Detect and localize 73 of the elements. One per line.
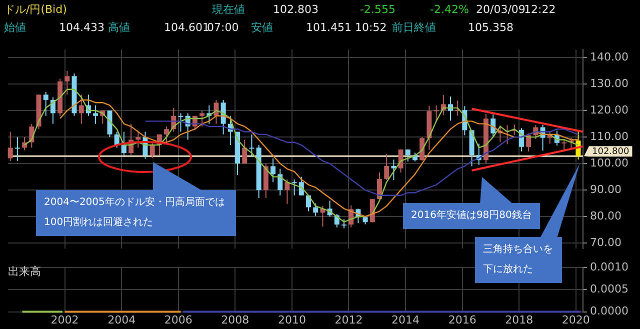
chart-title: ドル/円(Bid) xyxy=(4,3,67,17)
candlestick xyxy=(8,131,13,162)
text: 105.358 xyxy=(468,21,514,35)
text: -2.555 xyxy=(360,3,396,17)
x-tick-label: 2020 xyxy=(562,313,590,326)
candlestick xyxy=(121,131,126,156)
y-tick-label: 140.00 xyxy=(590,50,628,64)
text: 12:22 xyxy=(524,3,556,17)
candlestick xyxy=(263,163,268,199)
annotation: 2004〜2005年のドル安・円高局面では100円割れは回避された xyxy=(36,190,236,236)
y-tick-label: 70.00 xyxy=(590,236,622,249)
x-tick-label: 2008 xyxy=(221,313,250,326)
x-tick-label: 2018 xyxy=(505,313,534,326)
candlestick xyxy=(78,94,84,124)
candlestick xyxy=(342,218,347,229)
y-tick-label: 90.00 xyxy=(590,182,622,196)
x-tick-label: 2002 xyxy=(50,313,79,326)
candlestick xyxy=(434,104,439,122)
candlestick xyxy=(64,70,70,96)
text: -2.42% xyxy=(430,3,469,17)
text: 始値 xyxy=(4,21,26,35)
text: 20/03/09 xyxy=(476,3,526,17)
x-tick-label: 2012 xyxy=(334,313,363,326)
candlestick xyxy=(292,178,297,196)
text: 現在値 xyxy=(212,3,245,17)
text: 安値 xyxy=(251,21,273,35)
candlestick xyxy=(448,96,453,122)
candlestick xyxy=(43,92,48,116)
text: 10:52 xyxy=(355,21,387,35)
y-tick-label: 120.00 xyxy=(590,103,628,116)
candlestick xyxy=(164,126,170,143)
candlestick xyxy=(313,202,318,217)
x-tick-label: 2014 xyxy=(392,313,420,326)
text: 高値 xyxy=(108,21,130,35)
y-tick-label: 0.0000 xyxy=(590,304,628,318)
x-tick-label: 2010 xyxy=(278,313,306,326)
candlestick xyxy=(278,168,283,196)
ref-line-label: 102.800 xyxy=(592,147,630,157)
chart-title: 出来高 xyxy=(8,265,41,279)
candlestick xyxy=(200,110,205,127)
candlestick xyxy=(178,112,184,132)
candlestick xyxy=(242,139,248,164)
y-tick-label: 100.00 xyxy=(590,156,628,170)
text: 101.451 xyxy=(306,21,352,35)
candlestick xyxy=(391,159,396,181)
y-tick-label: 0.0010 xyxy=(590,260,628,274)
candlestick xyxy=(150,142,155,159)
annotation: 2016年安値は98円80銭台 xyxy=(403,203,540,229)
candlestick xyxy=(220,99,226,135)
annotation: 三角持ち合いを下に放れた xyxy=(475,237,562,283)
candlestick xyxy=(93,104,98,124)
y-tick-label: 110.00 xyxy=(590,130,628,143)
text: 104.601 xyxy=(164,21,210,35)
x-tick-label: 2004 xyxy=(108,313,136,326)
candlestick xyxy=(270,158,276,183)
candlestick xyxy=(14,136,20,162)
y-tick-label: 80.00 xyxy=(590,209,622,222)
candlestick xyxy=(284,178,290,204)
x-tick-label: 2016 xyxy=(448,313,476,326)
text: 前日終値 xyxy=(392,21,436,35)
candlestick xyxy=(526,132,532,152)
y-tick-label: 0.0005 xyxy=(590,282,628,296)
candlestick xyxy=(136,131,141,148)
y-tick-label: 130.00 xyxy=(590,76,628,90)
candlestick xyxy=(405,148,410,162)
candlestick xyxy=(107,110,112,138)
text: 104.433 xyxy=(59,21,104,35)
text: 102.803 xyxy=(273,3,318,17)
candlestick xyxy=(490,114,496,138)
candlestick xyxy=(249,134,254,156)
x-tick-label: 2006 xyxy=(164,313,192,326)
candlestick xyxy=(384,153,390,181)
text: 07:00 xyxy=(207,21,239,35)
